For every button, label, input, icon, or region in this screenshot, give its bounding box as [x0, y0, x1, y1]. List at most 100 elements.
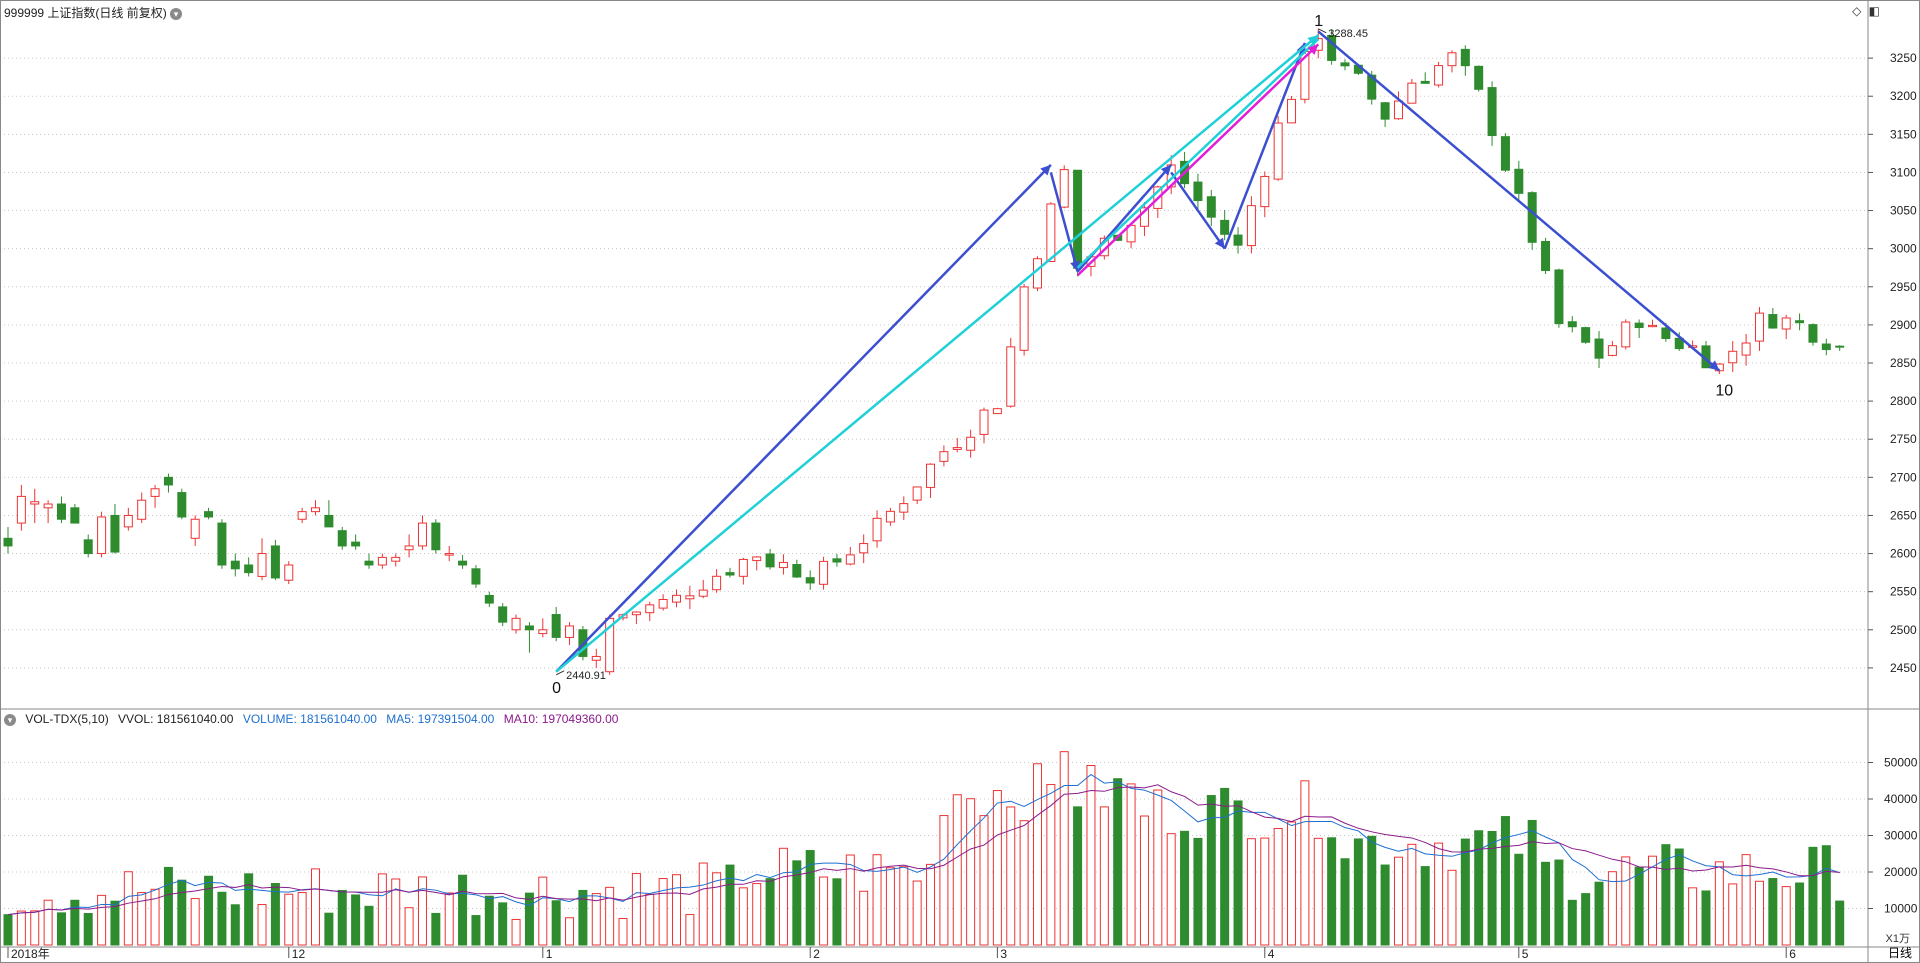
chart-title-bar: 999999 上证指数(日线 前复权) ▾ [4, 4, 183, 21]
candle-body [698, 589, 708, 597]
volume-bar [1233, 800, 1243, 946]
volume-bar [1300, 780, 1310, 946]
candle-body [56, 503, 66, 520]
candle-body [952, 447, 962, 450]
candle-body [391, 556, 401, 562]
price-tick-label: 2450 [1890, 661, 1917, 675]
volume-bar [417, 876, 427, 946]
candle-body [752, 556, 762, 562]
volume-bar [1527, 819, 1537, 946]
volume-bar [859, 890, 869, 946]
vol-indicator: VOL-TDX(5,10) [25, 712, 109, 726]
ma5-value: MA5: 197391504.00 [386, 712, 495, 726]
volume-bar [1340, 858, 1350, 946]
window-icon[interactable]: ◧ [1868, 4, 1880, 18]
ma5-line [7, 773, 1840, 916]
volume-bar [1781, 886, 1791, 946]
candle-body [1233, 234, 1243, 246]
volume-bar [538, 876, 548, 946]
volume-bar [805, 850, 815, 946]
diamond-icon[interactable]: ◇ [1852, 4, 1862, 18]
volume-bar [524, 892, 534, 946]
candle-body [966, 436, 976, 451]
date-tick-label: 2 [813, 947, 820, 961]
volume-bar [1754, 880, 1764, 946]
volume-bar [498, 902, 508, 946]
candle-body [404, 545, 414, 551]
candle-body [1594, 338, 1604, 359]
volume-bar [1407, 843, 1417, 946]
price-tick-label: 2550 [1890, 585, 1917, 599]
volume-bar [1434, 842, 1444, 946]
volume-bar [1768, 878, 1778, 946]
candle-body [979, 409, 989, 435]
wave-arrowhead [1307, 35, 1319, 46]
candle-body [524, 625, 534, 631]
volume-bar [605, 886, 615, 946]
date-tick-label: 3 [1000, 947, 1007, 961]
volume-value: VOLUME: 181561040.00 [242, 712, 377, 726]
volume-bar [738, 887, 748, 946]
volume-bar [1166, 833, 1176, 946]
candle-body [1768, 314, 1778, 329]
volume-bar [1821, 845, 1831, 946]
candle-body [337, 530, 347, 547]
wave-arrowhead [1214, 237, 1225, 249]
volume-bar [926, 863, 936, 946]
volume-bar [270, 883, 280, 946]
candle-body [738, 558, 748, 577]
candle-body [1460, 48, 1470, 67]
price-tick-label: 2500 [1890, 623, 1917, 637]
volume-bar [163, 866, 173, 946]
chevron-down-icon[interactable]: ▾ [4, 713, 16, 726]
volume-bar [1032, 763, 1042, 946]
candle-body [297, 511, 307, 520]
candle-body [444, 553, 454, 556]
volume-bar [123, 871, 133, 946]
candle-body [926, 463, 936, 488]
price-tick-label: 3150 [1890, 127, 1917, 141]
volume-bar [1795, 882, 1805, 946]
volume-bar [1728, 883, 1738, 946]
candle-body [311, 507, 321, 513]
volume-bar [1714, 861, 1724, 946]
volume-bar [1327, 837, 1337, 946]
volume-bar [1701, 890, 1711, 946]
candle-body [885, 510, 895, 523]
candle-body [1621, 321, 1631, 348]
volume-tick-label: 30000 [1884, 829, 1918, 843]
volume-bar [244, 873, 254, 946]
period-label[interactable]: 日线 [1887, 946, 1912, 960]
candle-body [137, 499, 147, 520]
candle-body [30, 501, 40, 505]
volume-bar [1287, 821, 1297, 946]
candle-body [177, 492, 187, 518]
price-tick-label: 3200 [1890, 89, 1917, 103]
candle-body [1754, 312, 1764, 342]
price-tick-label: 3000 [1890, 242, 1917, 256]
volume-bar [1273, 827, 1283, 946]
volume-bar [712, 872, 722, 946]
volume-bar [1099, 806, 1109, 946]
volume-bar [1153, 789, 1163, 946]
volume-bar [1581, 893, 1591, 946]
volume-bar [1180, 830, 1190, 946]
date-tick-label: 5 [1522, 947, 1529, 961]
candle-body [1808, 324, 1818, 343]
volume-bar [565, 917, 575, 946]
candle-body [244, 564, 254, 574]
volume-bar [16, 910, 26, 946]
volume-bar [1313, 837, 1323, 946]
volume-bar [110, 900, 120, 946]
volume-bar [618, 917, 628, 946]
volume-bar [1808, 846, 1818, 946]
wave-line [1317, 30, 1721, 372]
volume-bar [204, 875, 214, 946]
candle-body [163, 476, 173, 486]
candle-body [270, 545, 280, 579]
volume-bar [1260, 837, 1270, 946]
price-tick-label: 2800 [1890, 394, 1917, 408]
volume-bar [1220, 787, 1230, 946]
chevron-down-icon[interactable]: ▾ [170, 7, 183, 20]
